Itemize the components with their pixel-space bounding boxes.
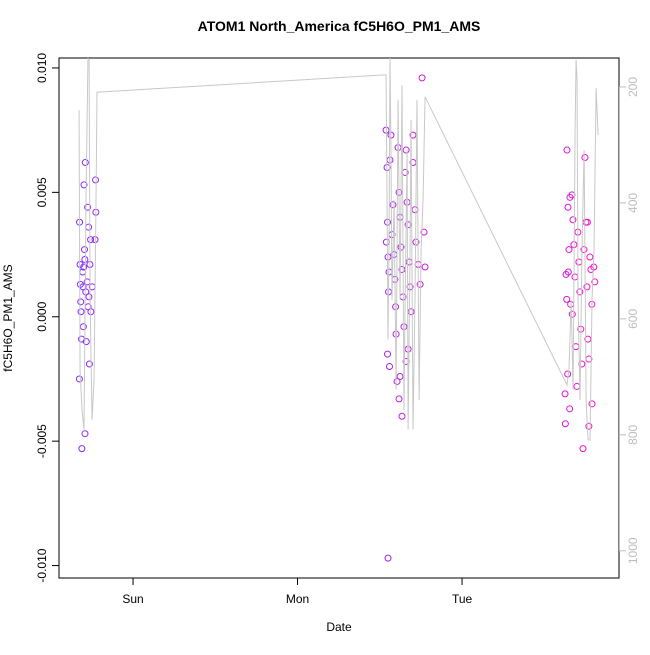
y-tick-label: 0.010: [35, 53, 49, 83]
y2-tick-label: 800: [626, 424, 640, 444]
point: [568, 310, 576, 318]
point: [561, 420, 569, 428]
point: [563, 146, 571, 154]
point: [384, 554, 392, 562]
point: [81, 256, 89, 264]
point: [396, 372, 404, 380]
point: [409, 131, 417, 139]
point: [591, 278, 599, 286]
point: [85, 360, 93, 368]
point: [566, 405, 574, 413]
y2-tick-label: 1000: [626, 537, 640, 564]
point: [420, 228, 428, 236]
point: [569, 216, 577, 224]
point: [77, 308, 85, 316]
point: [584, 335, 592, 343]
point: [418, 74, 426, 82]
x-tick-label: Sun: [122, 592, 143, 606]
point: [581, 154, 589, 162]
y-tick-label: -0.005: [35, 424, 49, 458]
y-tick-label: -0.010: [35, 548, 49, 582]
point: [588, 400, 596, 408]
point: [91, 236, 99, 244]
point: [75, 375, 83, 383]
point: [404, 221, 412, 229]
point: [92, 176, 100, 184]
y-axis-label: fC5H6O_PM1_AMS: [1, 264, 15, 371]
point: [81, 158, 89, 166]
y2-tick-label: 600: [626, 309, 640, 329]
x-tick-label: Mon: [286, 592, 309, 606]
point: [393, 377, 401, 385]
chart-title: ATOM1 North_America fC5H6O_PM1_AMS: [198, 18, 481, 34]
point: [395, 395, 403, 403]
y-tick-label: 0.000: [35, 301, 49, 331]
point: [84, 203, 92, 211]
point: [389, 201, 397, 209]
point: [87, 308, 95, 316]
line: [78, 58, 599, 441]
point: [81, 430, 89, 438]
y2-tick-label: 200: [626, 77, 640, 97]
point: [80, 181, 88, 189]
point: [78, 445, 86, 453]
point: [80, 263, 88, 271]
point: [565, 246, 573, 254]
point: [80, 246, 88, 254]
point: [583, 283, 591, 291]
point: [579, 445, 587, 453]
point: [563, 295, 571, 303]
point: [384, 350, 392, 358]
point: [564, 268, 572, 276]
point: [82, 288, 90, 296]
point: [585, 422, 593, 430]
point: [82, 338, 90, 346]
point: [386, 363, 394, 371]
point: [402, 146, 410, 154]
point: [561, 390, 569, 398]
y2-tick-label: 400: [626, 193, 640, 213]
point: [384, 253, 392, 261]
point: [87, 236, 95, 244]
point: [586, 253, 594, 261]
point: [85, 293, 93, 301]
x-tick-label: Tue: [452, 592, 473, 606]
point: [421, 263, 429, 271]
point: [564, 203, 572, 211]
point: [580, 246, 588, 254]
point: [398, 265, 406, 273]
point: [77, 298, 85, 306]
plot-area: [75, 58, 599, 562]
x-axis-label: Date: [326, 620, 352, 634]
point: [398, 412, 406, 420]
y-tick-label: 0.005: [35, 177, 49, 207]
point: [576, 288, 584, 296]
